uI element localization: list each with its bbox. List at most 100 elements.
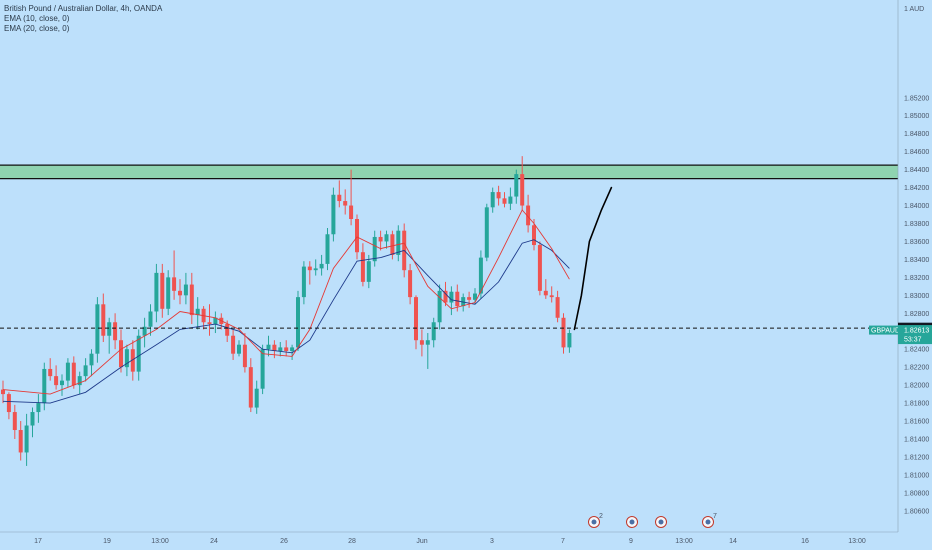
candle-body: [526, 205, 531, 226]
candle-body: [231, 335, 236, 354]
candle-body: [514, 174, 519, 197]
candle-body: [83, 365, 88, 377]
candle-body: [60, 380, 64, 386]
candle-body: [431, 322, 436, 341]
time-tick-label: 13:00: [151, 538, 169, 545]
candle-body: [248, 367, 253, 408]
candle-body: [189, 284, 194, 316]
candle-body: [337, 194, 342, 202]
candle-body: [130, 349, 135, 372]
candle-body: [325, 234, 330, 264]
price-tick-label: 1.82000: [904, 383, 929, 390]
candle-layer: [1, 156, 572, 466]
candle-body: [520, 174, 525, 206]
price-axis-layer: 1 AUD 1.85200 1.85000 1.84800 1.84600 1.84400…: [869, 0, 932, 532]
symbol-tag: [869, 325, 898, 335]
candle-body: [408, 270, 413, 298]
event-count-badge: 2: [599, 513, 603, 520]
candle-body: [414, 297, 418, 341]
candle-body: [307, 266, 312, 271]
price-tick-label: 1.81400: [904, 436, 929, 443]
candle-body: [532, 225, 536, 246]
price-tick-label: 1.84400: [904, 167, 929, 174]
ema10-line: [2, 209, 570, 395]
candle-body: [372, 236, 377, 262]
price-tick-label: 1.83000: [904, 293, 929, 300]
candle-body: [496, 192, 501, 199]
candle-body: [478, 257, 483, 294]
candle-body: [148, 311, 153, 327]
price-tick-label: 1.81600: [904, 419, 929, 426]
candle-body: [490, 192, 495, 208]
time-tick-label: 19: [103, 538, 111, 545]
candle-body: [119, 340, 123, 368]
candle-body: [71, 362, 76, 386]
candle-body: [284, 347, 289, 351]
event-count-badge: 7: [713, 513, 717, 520]
time-tick-label: 16: [801, 538, 809, 545]
time-tick-label: 3: [490, 538, 494, 545]
current-price-label: 1.82613: [904, 328, 929, 335]
event-flag-icon-center: [629, 519, 635, 525]
ema20-line: [2, 239, 570, 404]
symbol-tag-label: GBPAUD: [871, 328, 900, 335]
time-tick-label: 14: [729, 538, 737, 545]
economic-event-icon[interactable]: 2: [588, 513, 604, 528]
candle-body: [172, 277, 177, 291]
candle-body: [95, 304, 100, 354]
candle-body: [195, 308, 200, 316]
candle-body: [136, 335, 141, 372]
time-tick-label: 13:00: [675, 538, 693, 545]
candle-body: [278, 347, 283, 351]
candle-body: [349, 205, 354, 220]
price-tick-label: 1.84600: [904, 149, 929, 156]
time-tick-label: 24: [210, 538, 218, 545]
candle-body: [42, 368, 47, 404]
candle-body: [242, 344, 247, 368]
resistance-zone-layer: [0, 164, 898, 180]
price-tick-label: 1.84800: [904, 131, 929, 138]
candle-body: [1, 389, 5, 395]
candle-body: [419, 340, 424, 345]
candle-body: [484, 207, 489, 258]
candle-body: [178, 290, 182, 296]
event-flag-icon-center: [658, 519, 664, 525]
event-flag-icon-center: [705, 519, 711, 525]
candle-body: [355, 219, 359, 253]
projection-drawing: [573, 186, 613, 331]
economic-event-icon[interactable]: [626, 516, 638, 528]
candle-body: [331, 194, 336, 235]
price-tick-label: 1.83200: [904, 275, 929, 282]
economic-event-icon[interactable]: [655, 516, 667, 528]
candle-body: [12, 412, 17, 431]
candle-body: [384, 234, 389, 242]
time-tick-label: 13:00: [848, 538, 866, 545]
candle-body: [449, 291, 454, 303]
candle-body: [207, 322, 212, 325]
candle-body: [313, 268, 318, 271]
event-flag-icon-center: [591, 519, 597, 525]
time-tick-label: Jun: [416, 538, 427, 545]
time-tick-label: 9: [629, 538, 633, 545]
candle-body: [296, 297, 300, 348]
candle-body: [343, 201, 348, 206]
candle-body: [237, 344, 241, 354]
legend-title: British Pound / Australian Dollar, 4h, O…: [4, 4, 163, 13]
candle-body: [567, 333, 572, 348]
candle-body: [319, 263, 324, 269]
candle-body: [561, 317, 566, 348]
candle-body: [378, 236, 383, 242]
candle-body: [142, 326, 147, 336]
candle-body: [366, 261, 371, 282]
price-axis-unit: 1 AUD: [904, 6, 924, 13]
price-tick-label: 1.81200: [904, 454, 929, 461]
price-tick-label: 1.81800: [904, 401, 929, 408]
price-tick-label: 1.81000: [904, 472, 929, 479]
time-axis-layer: 17 19 13:00 24 26 28 Jun 3 7 9 13:00 14 16 13:00: [0, 531, 898, 545]
candle-body: [260, 349, 265, 389]
economic-event-icon[interactable]: 7: [702, 513, 718, 528]
candle-body: [89, 353, 94, 366]
candle-body: [473, 293, 477, 300]
